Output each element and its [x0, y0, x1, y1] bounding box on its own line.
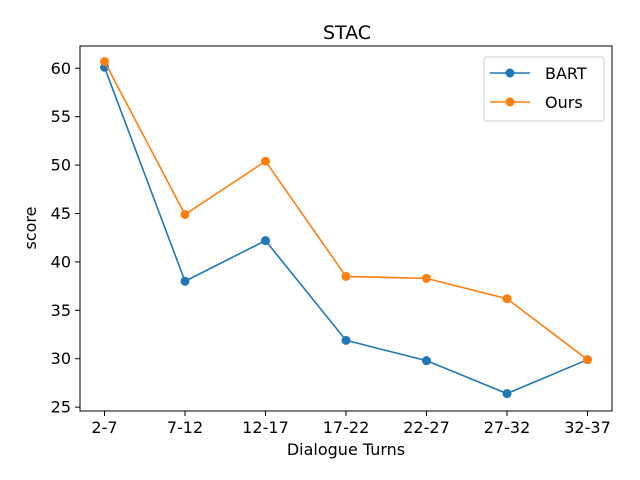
legend-marker: [505, 97, 515, 107]
y-tick-label: 25: [51, 398, 71, 417]
data-point: [341, 271, 351, 281]
series-group: [100, 56, 592, 399]
series-ours: [100, 56, 592, 365]
legend: BART Ours: [483, 56, 605, 122]
legend-label: BART: [545, 64, 587, 83]
data-point: [583, 355, 592, 365]
data-point: [502, 389, 512, 399]
y-tick-label: 60: [51, 59, 71, 78]
y-tick-label: 45: [51, 204, 71, 223]
y-axis-label: score: [21, 207, 40, 250]
data-point: [180, 276, 190, 286]
data-point: [422, 356, 431, 366]
y-tick-label: 40: [51, 252, 71, 271]
x-axis-ticks: 2-7 7-12 12-17 17-22 22-27 27-32 32-37: [91, 411, 611, 437]
data-point: [422, 273, 431, 283]
x-tick-label: 22-27: [403, 418, 450, 437]
y-tick-label: 30: [51, 349, 71, 368]
y-tick-label: 50: [51, 156, 71, 175]
chart-title: STAC: [323, 22, 371, 44]
data-point: [180, 209, 190, 219]
x-axis-label: Dialogue Turns: [287, 440, 405, 459]
y-tick-label: 55: [51, 107, 71, 126]
y-tick-label: 35: [51, 301, 71, 320]
data-point: [261, 236, 270, 246]
x-tick-label: 17-22: [323, 418, 370, 437]
data-point: [100, 56, 109, 66]
x-tick-label: 12-17: [242, 418, 289, 437]
data-point: [341, 335, 351, 345]
x-tick-label: 32-37: [564, 418, 611, 437]
data-point: [261, 156, 270, 166]
data-point: [502, 294, 512, 304]
y-axis-ticks: 25 30 35 40 45 50 55 60: [51, 59, 80, 417]
x-tick-label: 2-7: [91, 418, 117, 437]
x-tick-label: 7-12: [167, 418, 203, 437]
legend-marker: [505, 68, 515, 78]
x-tick-label: 27-32: [484, 418, 531, 437]
legend-label: Ours: [545, 93, 583, 112]
